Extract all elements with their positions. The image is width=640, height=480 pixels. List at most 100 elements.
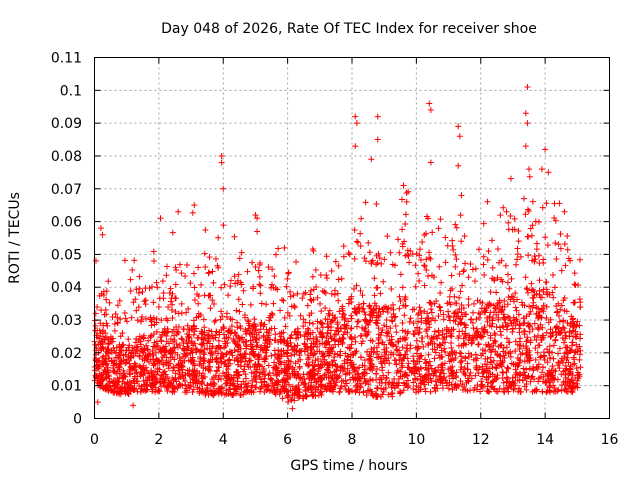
data-point <box>137 338 144 345</box>
data-point <box>500 311 507 318</box>
data-point <box>201 329 208 336</box>
data-point <box>462 372 469 379</box>
data-point <box>110 376 117 383</box>
data-point <box>110 364 117 371</box>
data-point <box>100 385 107 392</box>
data-point <box>339 314 346 321</box>
data-point <box>269 281 276 288</box>
data-point <box>543 389 550 396</box>
data-point <box>319 332 326 339</box>
data-point <box>390 301 397 308</box>
data-point <box>205 335 212 342</box>
data-point <box>498 332 505 339</box>
data-point <box>117 333 124 340</box>
data-point <box>552 240 559 247</box>
data-point <box>458 192 465 199</box>
data-point <box>501 316 508 323</box>
data-point <box>346 369 353 376</box>
data-point <box>203 388 210 395</box>
data-point <box>360 300 367 307</box>
data-point <box>364 387 371 394</box>
data-point <box>453 256 460 263</box>
data-point <box>548 333 555 340</box>
data-point <box>352 338 359 345</box>
data-point <box>98 345 105 352</box>
data-point <box>556 365 563 372</box>
data-point <box>153 315 160 322</box>
data-point <box>135 289 142 296</box>
data-point <box>114 320 121 327</box>
data-point <box>505 365 512 372</box>
data-point <box>253 379 260 386</box>
data-point <box>373 200 380 207</box>
data-point <box>157 334 164 341</box>
data-point <box>399 226 406 233</box>
data-point <box>294 342 301 349</box>
data-point <box>517 253 524 260</box>
data-point <box>136 353 143 360</box>
data-point <box>319 320 326 327</box>
data-point <box>358 215 365 222</box>
data-point <box>309 273 316 280</box>
data-point <box>452 251 459 258</box>
data-point <box>382 385 389 392</box>
data-point <box>123 347 130 354</box>
data-point <box>211 318 218 325</box>
data-point <box>485 373 492 380</box>
data-point <box>500 314 507 321</box>
data-point <box>405 364 412 371</box>
grid <box>94 57 610 419</box>
data-point <box>416 277 423 284</box>
data-point <box>309 320 316 327</box>
data-point <box>383 329 390 336</box>
data-point <box>227 315 234 322</box>
data-point <box>321 288 328 295</box>
data-point <box>407 315 414 322</box>
data-point <box>435 313 442 320</box>
data-point <box>462 355 469 362</box>
data-point <box>484 198 491 205</box>
data-point <box>425 314 432 321</box>
data-point <box>436 373 443 380</box>
data-point <box>496 385 503 392</box>
data-point <box>306 312 313 319</box>
data-point <box>215 376 222 383</box>
data-point <box>558 387 565 394</box>
data-point <box>195 310 202 317</box>
data-point <box>254 215 261 222</box>
data-point <box>431 346 438 353</box>
data-point <box>231 347 238 354</box>
data-point <box>267 312 274 319</box>
data-point <box>300 395 307 402</box>
data-point <box>451 382 458 389</box>
data-point <box>379 339 386 346</box>
data-point <box>373 320 380 327</box>
data-point <box>418 319 425 326</box>
data-point <box>217 375 224 382</box>
data-point <box>550 367 557 374</box>
data-point <box>132 339 139 346</box>
data-point <box>560 339 567 346</box>
data-point <box>413 368 420 375</box>
data-point <box>453 369 460 376</box>
data-point <box>271 337 278 344</box>
data-point <box>498 308 505 315</box>
data-point <box>388 391 395 398</box>
data-point <box>456 332 463 339</box>
data-point <box>245 325 252 332</box>
data-point <box>369 367 376 374</box>
data-point <box>538 294 545 301</box>
data-point <box>206 254 213 261</box>
data-point <box>99 328 106 335</box>
data-point <box>576 343 583 350</box>
data-point <box>363 378 370 385</box>
data-point <box>265 372 272 379</box>
data-point <box>207 367 214 374</box>
data-point <box>460 268 467 275</box>
data-point <box>281 387 288 394</box>
data-point <box>536 260 543 267</box>
data-point <box>458 353 465 360</box>
data-point <box>555 350 562 357</box>
data-point <box>227 283 234 290</box>
data-point <box>136 273 143 280</box>
